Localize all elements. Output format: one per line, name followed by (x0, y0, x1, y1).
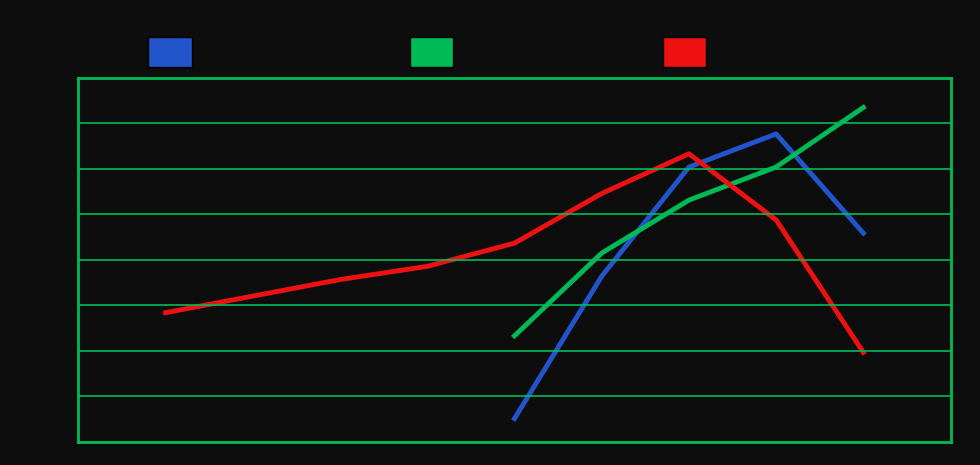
FancyBboxPatch shape (148, 37, 192, 67)
FancyBboxPatch shape (410, 37, 454, 67)
FancyBboxPatch shape (662, 37, 707, 67)
